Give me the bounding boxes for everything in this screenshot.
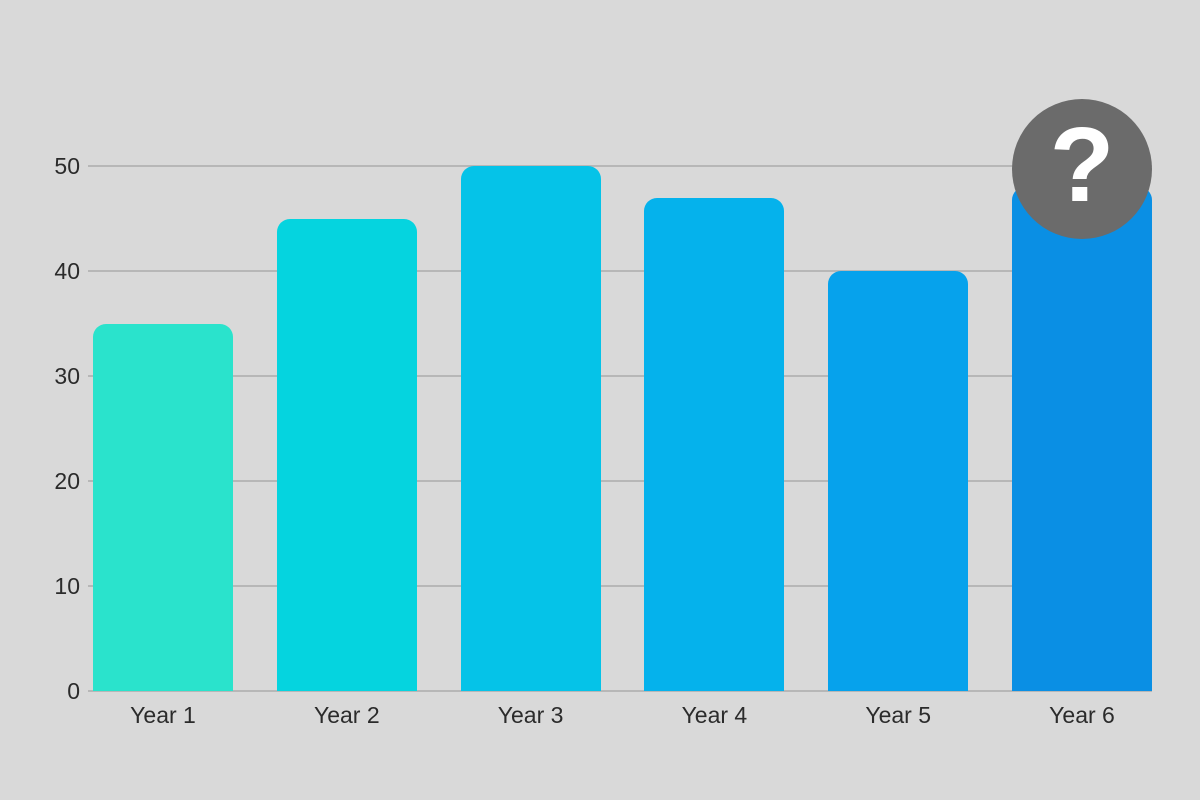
y-tick-label-10: 10 xyxy=(54,573,80,599)
y-tick-label-0: 0 xyxy=(67,678,80,704)
question-mark-icon: ? xyxy=(1049,106,1115,224)
bar-year-6 xyxy=(1012,187,1152,691)
x-label-year-3: Year 3 xyxy=(497,702,564,728)
question-mark-badge: ? xyxy=(1012,99,1152,239)
y-tick-label-20: 20 xyxy=(54,468,80,494)
bar-year-5 xyxy=(828,271,969,691)
gridline-10 xyxy=(88,585,1152,587)
gridline-0 xyxy=(88,690,1152,692)
gridline-20 xyxy=(88,480,1152,482)
gridline-40 xyxy=(88,270,1152,272)
bar-year-3 xyxy=(460,166,601,691)
x-label-year-1: Year 1 xyxy=(130,702,196,728)
y-tick-label-50: 50 xyxy=(54,153,80,179)
x-label-year-4: Year 4 xyxy=(681,702,748,728)
gridline-30 xyxy=(88,375,1152,377)
bar-year-1 xyxy=(93,323,233,691)
x-label-year-2: Year 2 xyxy=(313,702,380,728)
x-label-year-5: Year 5 xyxy=(865,702,932,728)
bar-year-4 xyxy=(644,197,785,691)
bar-year-2 xyxy=(276,218,417,691)
x-label-year-6: Year 6 xyxy=(1049,702,1115,728)
y-tick-label-30: 30 xyxy=(54,363,80,389)
gridline-50 xyxy=(88,165,1152,167)
y-tick-label-40: 40 xyxy=(54,258,80,284)
